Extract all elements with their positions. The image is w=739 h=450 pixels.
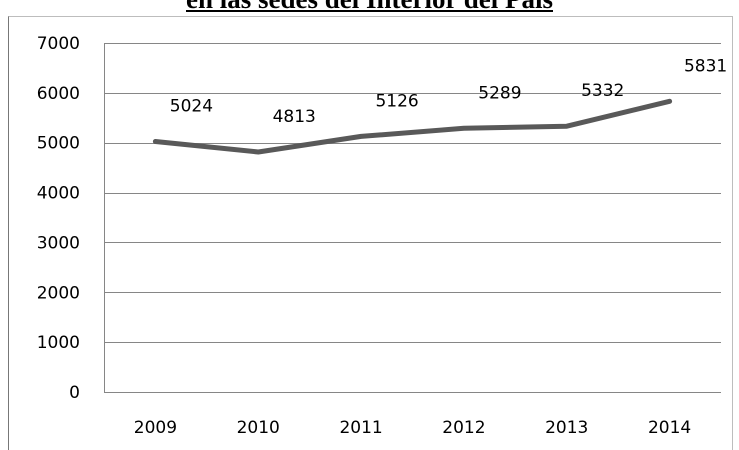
gridlines <box>104 43 721 343</box>
y-tick-label: 0 <box>69 383 80 403</box>
y-tick-label: 2000 <box>37 283 80 303</box>
x-tick-label: 2014 <box>648 418 691 438</box>
x-tick-label: 2010 <box>237 418 280 438</box>
y-tick-label: 3000 <box>37 233 80 253</box>
series-line <box>152 98 673 155</box>
axes <box>104 43 721 393</box>
y-tick-label: 6000 <box>37 84 80 104</box>
data-label: 5332 <box>581 81 624 101</box>
y-tick-label: 7000 <box>37 34 80 54</box>
data-label: 5831 <box>684 56 727 76</box>
y-tick-label: 1000 <box>37 333 80 353</box>
x-tick-labels: 2009 2010 2011 2012 2013 2014 <box>134 418 691 438</box>
x-tick-label: 2009 <box>134 418 177 438</box>
y-tick-label: 4000 <box>37 184 80 204</box>
data-labels: 5024 4813 5126 5289 5332 5831 <box>170 56 727 127</box>
data-label: 5024 <box>170 97 213 117</box>
x-tick-label: 2012 <box>442 418 485 438</box>
x-tick-label: 2013 <box>545 418 588 438</box>
y-tick-labels: 0 1000 2000 3000 4000 5000 6000 7000 <box>37 34 80 403</box>
data-label: 5289 <box>478 83 521 103</box>
chart-frame <box>8 16 733 450</box>
data-label: 4813 <box>273 107 316 127</box>
data-label: 5126 <box>375 91 418 111</box>
series-layer <box>152 98 673 155</box>
chart-title: en las sedes del Interior del País <box>0 0 739 15</box>
x-tick-label: 2011 <box>339 418 382 438</box>
y-tick-label: 5000 <box>37 134 80 154</box>
